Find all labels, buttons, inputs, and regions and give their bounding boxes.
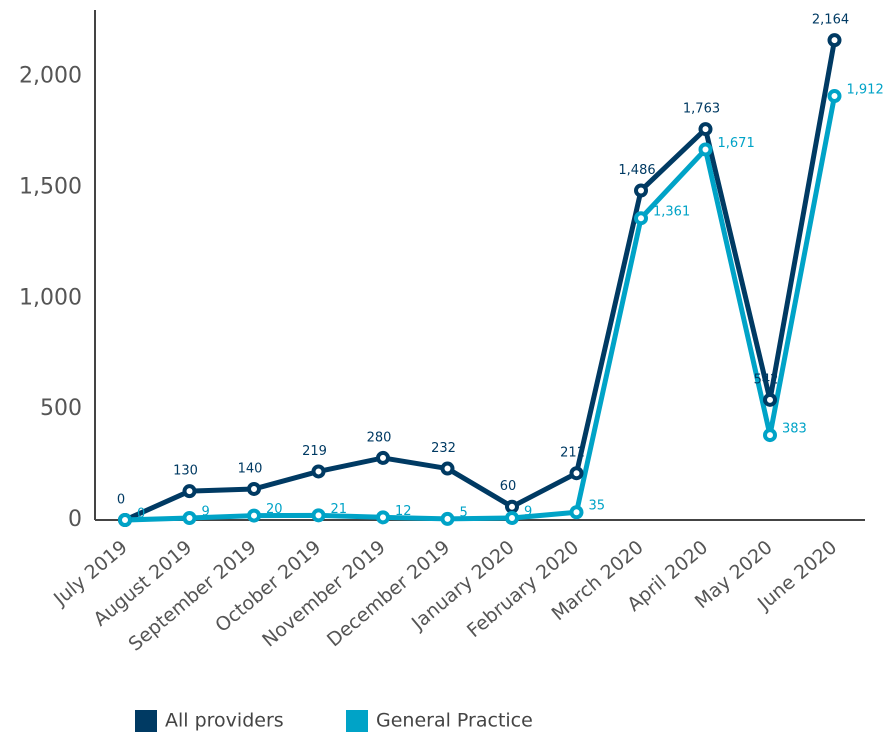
point xyxy=(698,122,713,137)
point xyxy=(440,461,455,476)
point xyxy=(182,511,197,526)
point xyxy=(118,513,132,527)
point xyxy=(634,183,648,198)
point xyxy=(505,499,519,514)
y-tick-label: 500 xyxy=(40,396,82,421)
point xyxy=(763,392,777,407)
series-line xyxy=(123,39,837,523)
legend-swatch xyxy=(135,710,157,732)
x-tick-label: February 2020 xyxy=(463,536,583,642)
data-label: 130 xyxy=(173,464,198,479)
point xyxy=(505,511,519,526)
point xyxy=(827,33,842,48)
point xyxy=(440,511,455,526)
point xyxy=(763,428,777,443)
data-label: 9 xyxy=(524,505,532,520)
data-label: 1,361 xyxy=(653,205,690,220)
data-label: 9 xyxy=(202,505,210,520)
point xyxy=(311,464,326,479)
point xyxy=(311,508,326,523)
y-tick-label: 1,000 xyxy=(19,285,82,310)
data-label: 12 xyxy=(395,504,412,519)
data-label: 0 xyxy=(137,507,145,522)
data-label: 219 xyxy=(302,444,327,459)
data-label: 2,164 xyxy=(812,13,849,28)
legend-label: All providers xyxy=(165,710,284,732)
series-line xyxy=(124,95,837,523)
point xyxy=(376,450,390,465)
point xyxy=(182,484,197,499)
data-label: 21 xyxy=(331,502,348,517)
data-label: 5 xyxy=(460,505,468,520)
legend-swatch xyxy=(346,710,368,732)
data-label: 542 xyxy=(754,372,779,387)
data-label: 35 xyxy=(589,499,606,514)
data-label: 140 xyxy=(238,461,263,476)
data-label: 383 xyxy=(782,422,807,437)
point xyxy=(247,481,261,496)
point xyxy=(698,142,713,157)
point xyxy=(247,508,261,523)
point xyxy=(376,510,390,525)
data-label: 20 xyxy=(266,502,283,517)
data-label: 1,763 xyxy=(683,102,720,117)
point xyxy=(569,466,584,481)
legend-label: General Practice xyxy=(376,710,533,732)
y-tick-label: 2,000 xyxy=(19,64,82,89)
data-label: 1,486 xyxy=(618,163,655,178)
point xyxy=(569,505,584,520)
data-label: 211 xyxy=(560,446,585,461)
y-tick-label: 1,500 xyxy=(19,174,82,199)
data-label: 60 xyxy=(500,479,517,494)
point xyxy=(634,211,648,226)
data-label: 280 xyxy=(367,430,392,445)
data-label: 232 xyxy=(431,441,456,456)
point xyxy=(827,89,842,104)
data-label: 1,912 xyxy=(847,83,883,98)
data-label: 1,671 xyxy=(718,136,755,151)
data-label: 0 xyxy=(117,493,125,508)
y-tick-label: 0 xyxy=(68,507,82,532)
